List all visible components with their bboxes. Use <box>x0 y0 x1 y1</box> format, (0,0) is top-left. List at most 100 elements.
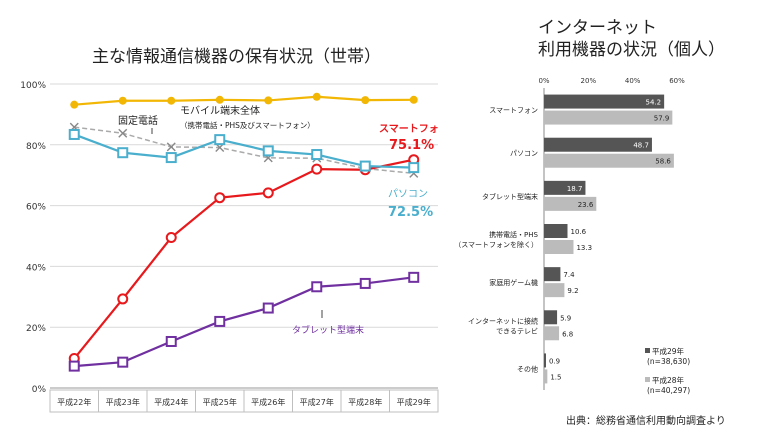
series-3-point <box>408 162 420 174</box>
series-1-line <box>74 95 414 106</box>
x-tick-box <box>389 389 439 413</box>
series-2-line <box>73 158 414 360</box>
series-4-point <box>408 271 420 283</box>
right-title-line-2: 利用機器の状況（個人） <box>538 40 725 60</box>
series-1-point <box>264 96 273 105</box>
category-label: （スマートフォンを除く） <box>454 240 538 249</box>
bar-value-label: 1.5 <box>550 373 561 381</box>
label-pc: パソコン <box>388 188 428 200</box>
series-3-point <box>214 134 226 146</box>
x-tick-label: 0% <box>538 77 549 85</box>
bar-h29 <box>544 224 568 238</box>
internet-device-bar-chart: 0% 20% 40% 60% スマートフォン 54.2 57.9 パソコン 48.7 58.6 タブ… <box>454 77 690 395</box>
bar-value-label: 57.9 <box>654 115 670 123</box>
household-device-line-chart: 0% 20% 40% 60% 80% 100% 平成22年 平成23年 平成24年 平成25年 平成… <box>20 81 440 413</box>
category-label: 携帯電話・PHS <box>489 230 538 239</box>
series-1-point <box>312 92 321 101</box>
series-3-line <box>73 133 414 169</box>
series-4-point <box>68 360 80 372</box>
bar-value-label: 0.9 <box>549 357 560 365</box>
series-4-line <box>74 276 414 368</box>
series-0-line <box>74 126 414 175</box>
y-tick-label: 20% <box>26 324 46 334</box>
series-2-point <box>165 232 177 244</box>
legend-label: 平成29年 <box>652 346 685 356</box>
label-mobile: モバイル端末全体 <box>180 104 260 117</box>
category-label: スマートフォン <box>489 107 538 115</box>
x-tick-label: 平成29年 <box>397 397 431 407</box>
y-tick-label: 40% <box>26 263 46 273</box>
x-tick-label: 平成23年 <box>106 397 140 407</box>
series-3-point <box>359 160 371 172</box>
category-label: パソコン <box>510 150 538 158</box>
bar-value-label: 7.4 <box>563 271 575 279</box>
bar-value-label: 18.7 <box>567 185 583 193</box>
legend-swatch <box>645 348 650 353</box>
label-mobile-note: （携帯電話・PHS及びスマートフォン） <box>180 120 315 130</box>
label-tablet: タブレット型端末 <box>292 324 364 336</box>
bar-h29 <box>544 137 652 152</box>
series-4-point <box>311 281 323 293</box>
y-tick-label: 100% <box>20 81 46 91</box>
series-2-point <box>214 192 226 204</box>
series-2-point <box>311 163 323 175</box>
x-tick-label: 40% <box>625 77 641 85</box>
bar-h29 <box>544 310 558 325</box>
category-label: タブレット型端末 <box>482 192 538 201</box>
series-4-point <box>117 356 129 368</box>
y-tick-label: 0% <box>32 385 47 395</box>
label-pc-value: 72.5% <box>388 205 433 220</box>
category-label: インターネットに接続 <box>468 316 538 325</box>
bar-value-label: 6.8 <box>562 330 573 338</box>
bar-h29 <box>544 94 665 109</box>
category-label: その他 <box>517 364 538 373</box>
series-1-point <box>215 95 224 104</box>
left-chart-title: 主な情報通信機器の保有状況（世帯） <box>92 47 381 67</box>
bar-h28 <box>544 283 565 298</box>
bar-h28 <box>544 326 560 341</box>
series-4-point <box>165 335 177 347</box>
legend-sample: (n=38,630) <box>647 357 690 366</box>
label-smartphone: スマートフォン <box>379 123 440 135</box>
series-0-point <box>166 142 176 152</box>
x-tick-label: 60% <box>669 77 685 85</box>
series-3-point <box>117 147 129 159</box>
bar-h28 <box>544 153 674 168</box>
y-tick-label: 80% <box>26 142 46 152</box>
bar-h28 <box>544 240 574 254</box>
series-1-point <box>361 96 370 105</box>
bar-value-label: 10.6 <box>570 228 586 236</box>
bar-h28 <box>544 110 673 125</box>
category-label: できるテレビ <box>496 326 538 335</box>
x-tick-label: 平成26年 <box>251 397 285 407</box>
bar-value-label: 9.2 <box>567 287 578 295</box>
bar-value-label: 48.7 <box>633 142 649 150</box>
x-tick-label: 平成25年 <box>203 397 237 407</box>
x-tick-label: 平成24年 <box>154 397 188 407</box>
bar-value-label: 54.2 <box>646 99 662 107</box>
bar-h29 <box>544 353 546 368</box>
bar-h29 <box>544 267 561 282</box>
bar-value-label: 23.6 <box>578 201 594 209</box>
category-label: 家庭用ゲーム機 <box>489 278 538 287</box>
series-2-point <box>262 187 274 199</box>
legend-swatch <box>645 377 650 382</box>
legend-label: 平成28年 <box>652 375 685 385</box>
series-1-point <box>409 95 418 104</box>
label-landline: 固定電話 <box>118 114 158 127</box>
series-4-point <box>214 315 226 327</box>
series-1-point <box>118 96 127 105</box>
series-4-point <box>359 277 371 289</box>
series-3-point <box>311 149 323 161</box>
x-tick-label: 20% <box>581 77 597 85</box>
right-chart-title: インターネット 利用機器の状況（個人） <box>538 17 768 61</box>
x-tick-label: 平成22年 <box>57 397 91 407</box>
series-3-point <box>262 145 274 157</box>
label-smartphone-value: 75.1% <box>389 138 434 153</box>
series-0-point <box>118 128 128 138</box>
bar-h28 <box>544 196 597 211</box>
right-title-line-1: インターネット <box>538 18 657 38</box>
series-4-point <box>262 302 274 314</box>
bar-value-label: 5.9 <box>560 314 571 322</box>
bar-value-label: 13.3 <box>576 244 592 252</box>
